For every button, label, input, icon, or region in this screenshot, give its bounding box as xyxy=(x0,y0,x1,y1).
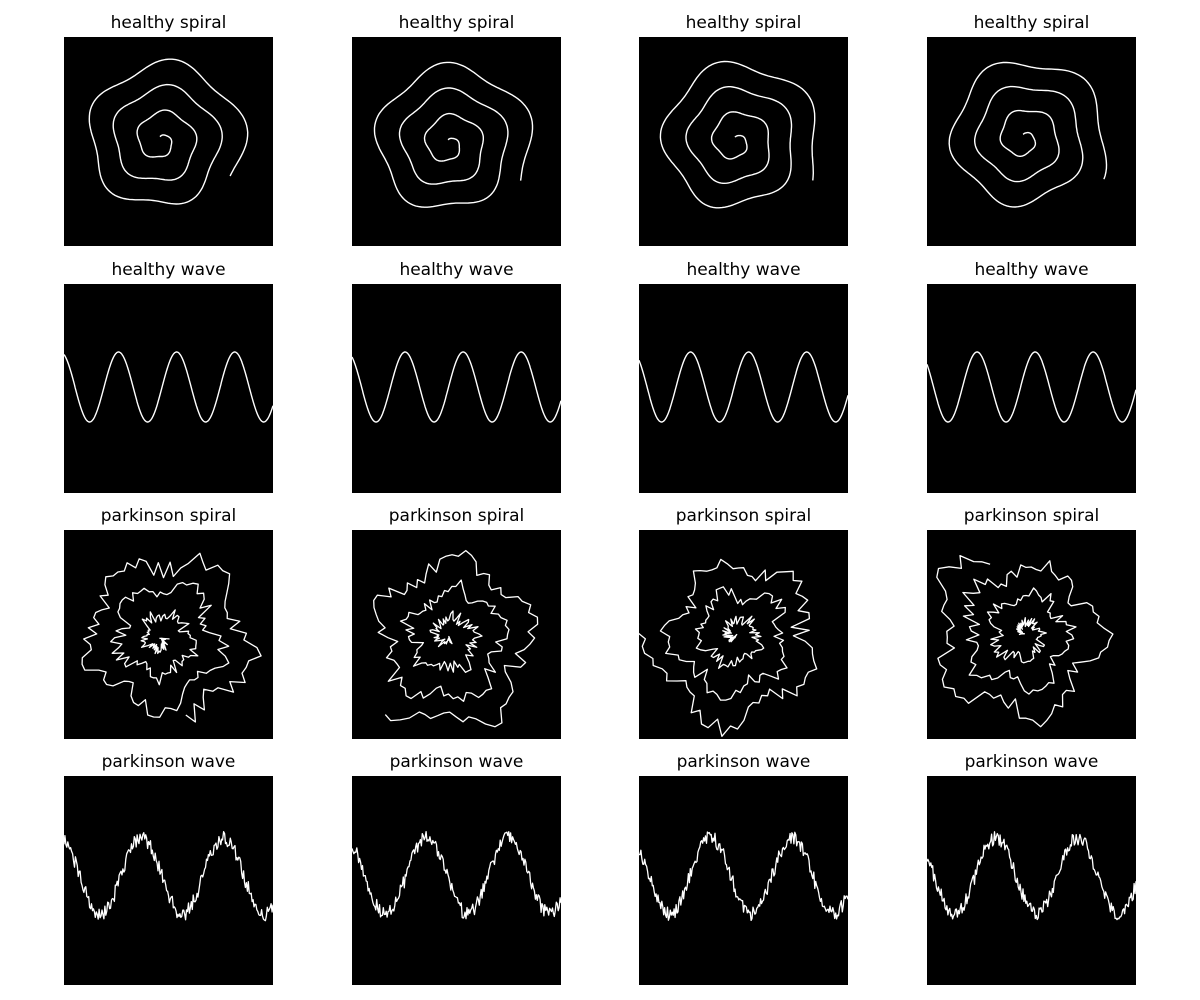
spiral-stroke xyxy=(948,61,1108,208)
parkinson-wave-drawing-image xyxy=(927,776,1136,985)
healthy-wave-drawing-image xyxy=(64,284,273,493)
panel-title: parkinson spiral xyxy=(388,506,525,526)
image-background xyxy=(352,37,561,246)
image-background xyxy=(64,776,273,985)
panel-title: healthy spiral xyxy=(398,13,515,33)
wave-stroke xyxy=(639,351,848,423)
image-background xyxy=(64,284,273,493)
image-background xyxy=(639,530,848,739)
image-background xyxy=(927,284,1136,493)
parkinson-spiral-drawing-image xyxy=(352,530,561,739)
wave-stroke xyxy=(352,351,561,423)
panel-title: parkinson wave xyxy=(676,752,811,772)
panel-title: healthy spiral xyxy=(685,13,802,33)
panel-title: parkinson wave xyxy=(101,752,236,772)
parkinson-spiral-panel: parkinson spiral xyxy=(927,505,1136,739)
parkinson-spiral-drawing-image xyxy=(64,530,273,739)
parkinson-wave-drawing-image xyxy=(352,776,561,985)
parkinson-wave-panel: parkinson wave xyxy=(64,751,273,985)
wave-stroke xyxy=(64,351,273,423)
healthy-wave-drawing-image xyxy=(352,284,561,493)
panel-title: parkinson wave xyxy=(389,752,524,772)
parkinson-spiral-drawing-image xyxy=(927,530,1136,739)
healthy-spiral-drawing-image xyxy=(352,37,561,246)
spiral-stroke xyxy=(81,552,262,723)
healthy-wave-panel: healthy wave xyxy=(64,259,273,493)
healthy-spiral-panel: healthy spiral xyxy=(927,12,1136,246)
healthy-wave-drawing-image xyxy=(639,284,848,493)
panel-title: healthy spiral xyxy=(110,13,227,33)
image-background xyxy=(927,776,1136,985)
panel-title: healthy wave xyxy=(974,260,1089,280)
panel-title: healthy wave xyxy=(111,260,226,280)
parkinson-wave-drawing-image xyxy=(64,776,273,985)
panel-title: parkinson wave xyxy=(964,752,1099,772)
wave-stroke xyxy=(639,831,848,922)
healthy-spiral-drawing-image xyxy=(927,37,1136,246)
wave-stroke xyxy=(927,351,1136,423)
image-background xyxy=(352,284,561,493)
healthy-wave-panel: healthy wave xyxy=(927,259,1136,493)
healthy-spiral-drawing-image xyxy=(64,37,273,246)
spiral-stroke xyxy=(659,60,816,209)
image-background xyxy=(639,776,848,985)
image-background xyxy=(64,37,273,246)
spiral-stroke xyxy=(373,549,539,728)
healthy-spiral-panel: healthy spiral xyxy=(639,12,848,246)
spiral-stroke xyxy=(936,554,1114,728)
parkinson-wave-panel: parkinson wave xyxy=(639,751,848,985)
parkinson-wave-panel: parkinson wave xyxy=(927,751,1136,985)
healthy-wave-panel: healthy wave xyxy=(639,259,848,493)
image-background xyxy=(352,530,561,739)
image-background xyxy=(352,776,561,985)
parkinson-spiral-panel: parkinson spiral xyxy=(352,505,561,739)
panel-title: healthy wave xyxy=(399,260,514,280)
image-background xyxy=(927,530,1136,739)
parkinson-spiral-drawing-image xyxy=(639,530,848,739)
image-background xyxy=(639,284,848,493)
panel-title: parkinson spiral xyxy=(963,506,1100,526)
spiral-stroke xyxy=(373,61,534,208)
parkinson-spiral-panel: parkinson spiral xyxy=(64,505,273,739)
parkinson-wave-panel: parkinson wave xyxy=(352,751,561,985)
healthy-spiral-drawing-image xyxy=(639,37,848,246)
parkinson-spiral-panel: parkinson spiral xyxy=(639,505,848,739)
healthy-wave-panel: healthy wave xyxy=(352,259,561,493)
parkinson-wave-drawing-image xyxy=(639,776,848,985)
panel-title: parkinson spiral xyxy=(675,506,812,526)
healthy-spiral-panel: healthy spiral xyxy=(64,12,273,246)
panel-title: healthy spiral xyxy=(973,13,1090,33)
wave-stroke xyxy=(64,831,273,922)
wave-stroke xyxy=(352,830,561,920)
image-background xyxy=(639,37,848,246)
image-background xyxy=(927,37,1136,246)
spiral-stroke xyxy=(88,58,249,205)
panel-title: healthy wave xyxy=(686,260,801,280)
spiral-stroke xyxy=(639,558,818,737)
panel-title: parkinson spiral xyxy=(100,506,237,526)
healthy-spiral-panel: healthy spiral xyxy=(352,12,561,246)
healthy-wave-drawing-image xyxy=(927,284,1136,493)
wave-stroke xyxy=(927,831,1136,921)
